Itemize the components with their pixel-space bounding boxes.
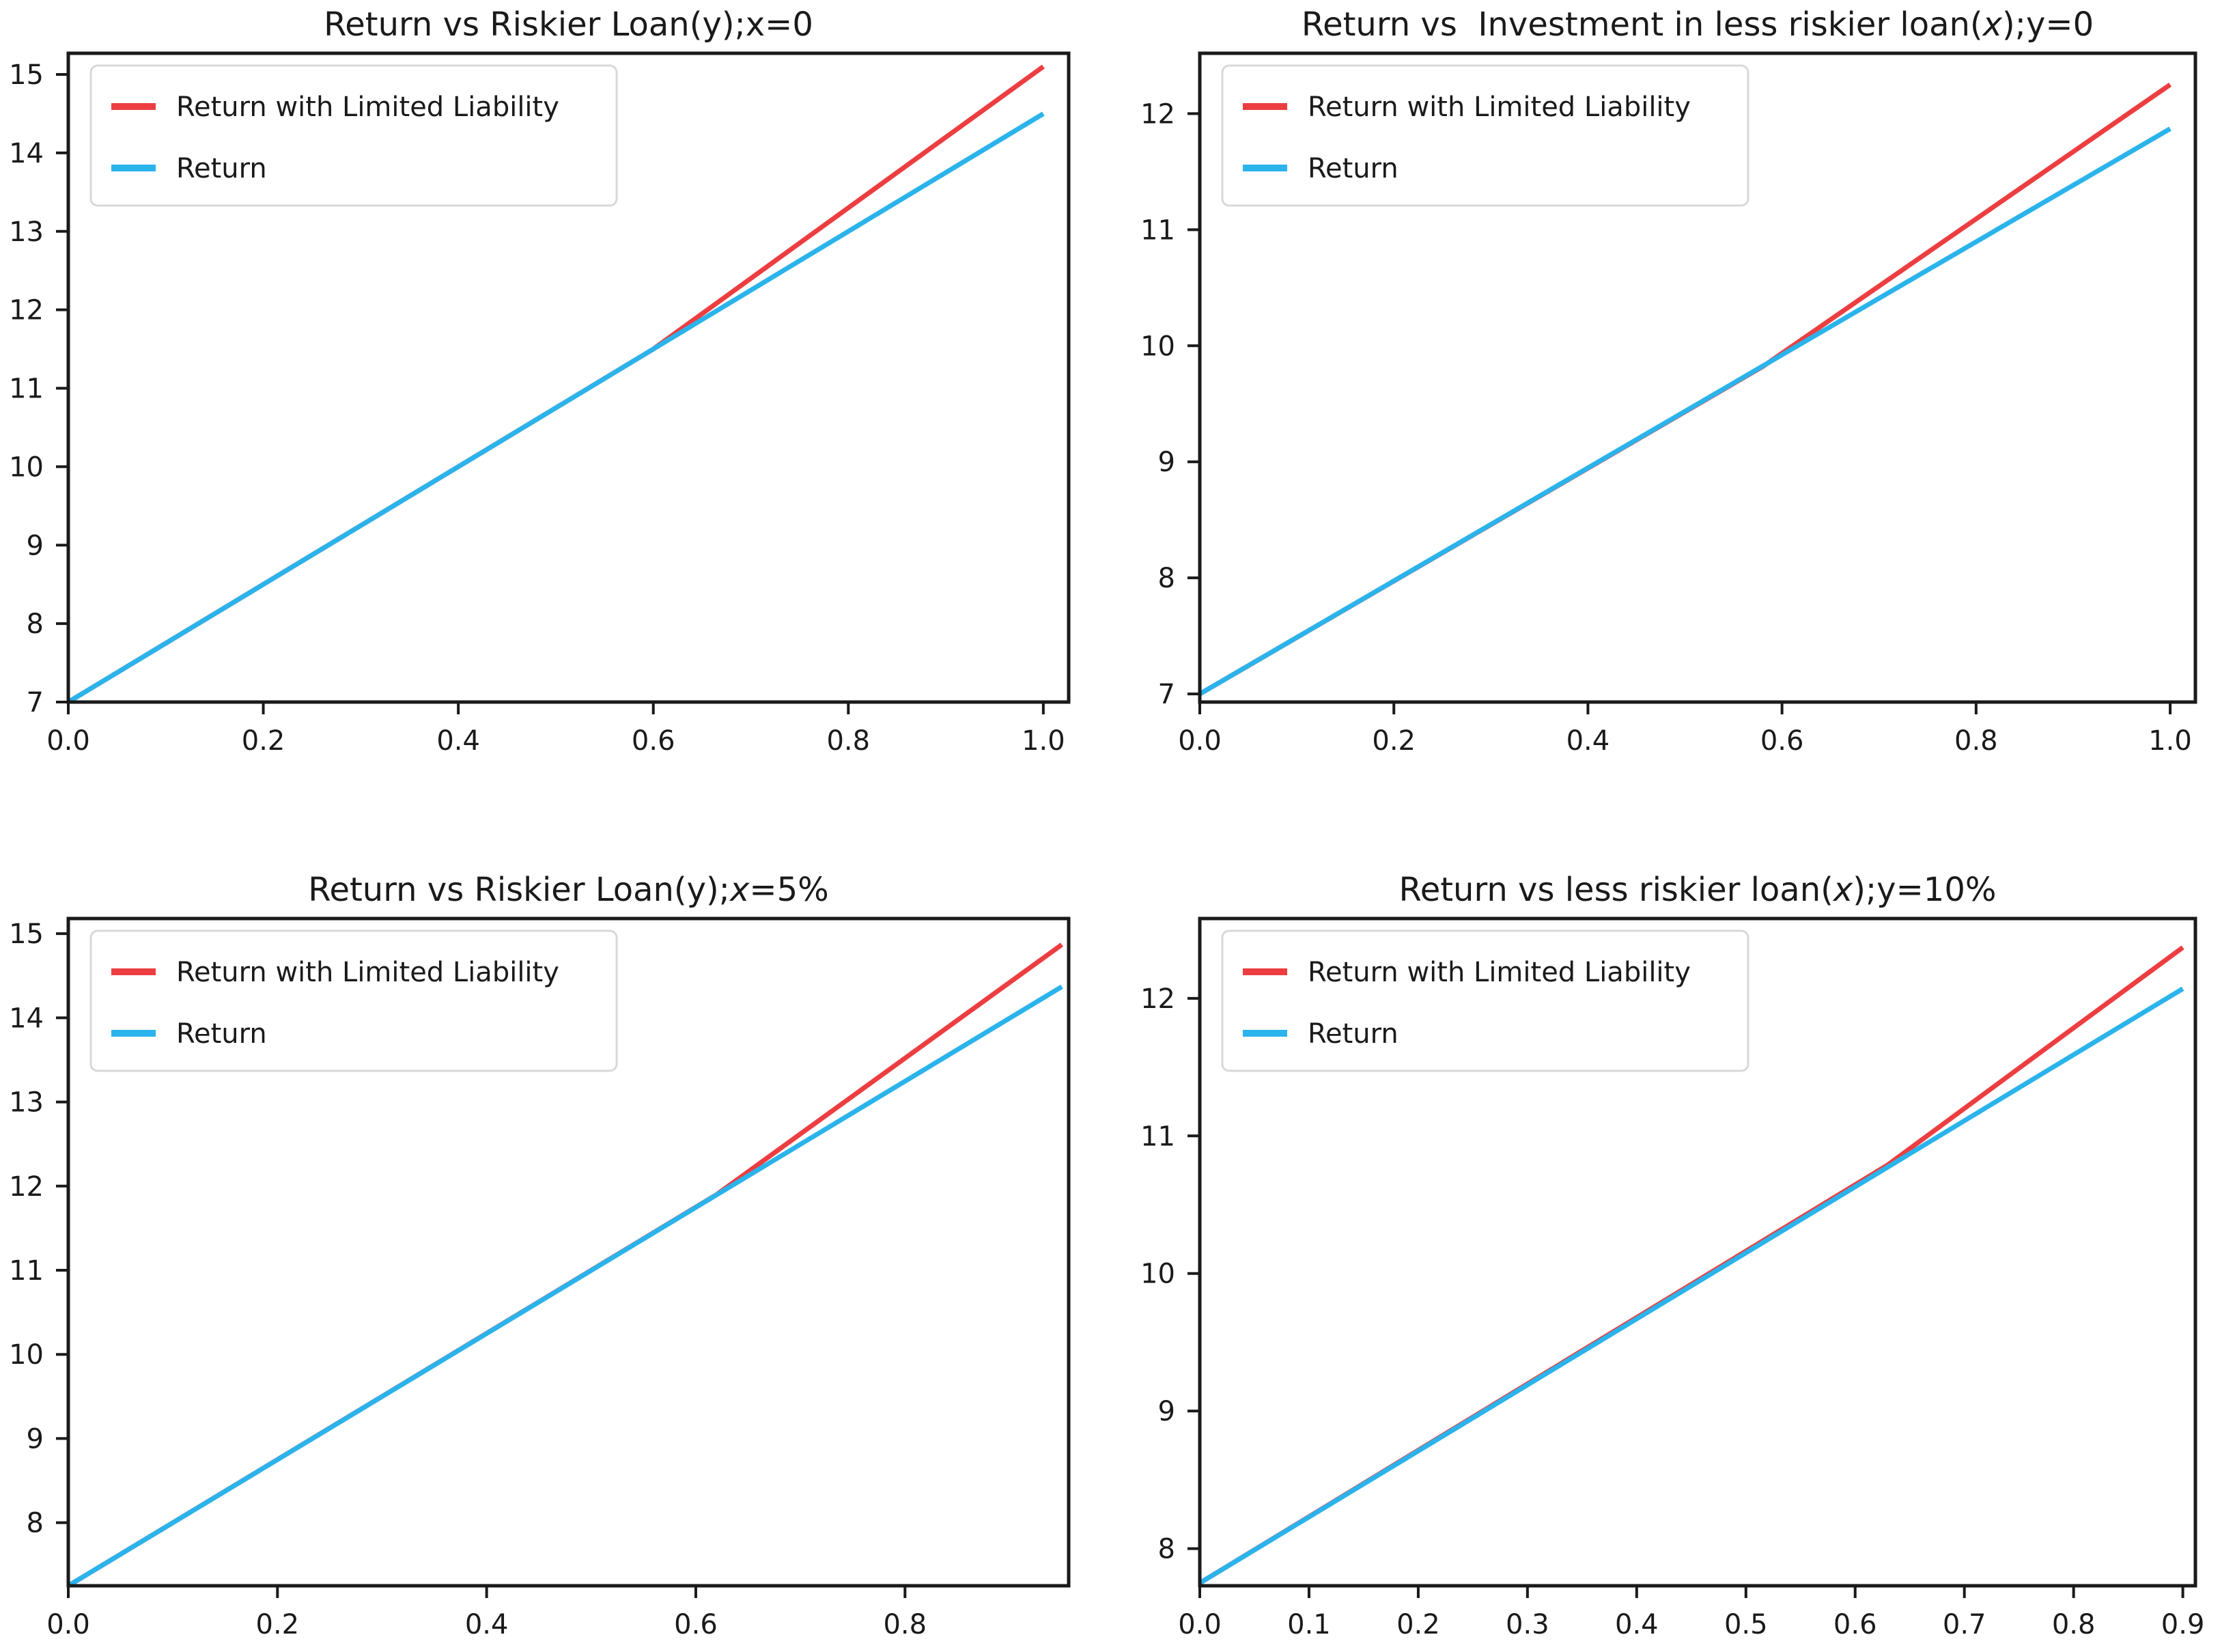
x-tick-label: 0.4 — [436, 725, 480, 757]
series-line-plain — [67, 111, 1045, 704]
x-tick-label: 0.0 — [1178, 725, 1222, 757]
x-tick-label: 0.4 — [1566, 725, 1610, 757]
y-tick-label: 13 — [9, 1087, 44, 1119]
x-tick-label: 0.8 — [883, 1609, 927, 1640]
x-axis-ticks: 0.0 0.2 0.4 0.6 0.8 — [46, 1586, 927, 1640]
x-tick-label: 0.0 — [46, 1609, 90, 1640]
chart-title: Return vs less riskier loan(x);y=10% — [1399, 871, 1997, 909]
series-line-plain — [1198, 126, 2171, 697]
x-tick-label: 1.0 — [2148, 725, 2192, 757]
x-tick-label: 0.0 — [46, 725, 90, 757]
x-tick-label: 1.0 — [1022, 725, 1065, 757]
y-tick-label: 14 — [9, 138, 44, 169]
legend-label-limited-liability: Return with Limited Liability — [176, 957, 559, 988]
x-tick-label: 0.0 — [1178, 1609, 1222, 1640]
x-tick-label: 0.4 — [1615, 1609, 1659, 1640]
legend-label-limited-liability: Return with Limited Liability — [1308, 92, 1691, 123]
y-axis-ticks: 8 9 10 11 12 — [1140, 983, 1200, 1565]
return-vs-less-risky-investment-y0-subplot: Return vs Investment in less riskier loa… — [1140, 5, 2197, 757]
y-tick-label: 10 — [9, 1339, 44, 1371]
y-axis-ticks: 7 8 9 10 11 12 13 14 15 — [9, 59, 68, 718]
legend-label-return: Return — [1308, 153, 1398, 184]
chart-title: Return vs Riskier Loan(y);x=5% — [308, 871, 828, 909]
x-tick-label: 0.3 — [1506, 1609, 1549, 1640]
y-tick-label: 7 — [27, 687, 44, 718]
y-tick-label: 14 — [9, 1003, 44, 1034]
y-tick-label: 15 — [9, 919, 44, 950]
y-axis-ticks: 7 8 9 10 11 12 — [1140, 98, 1200, 710]
legend-box — [1221, 929, 1749, 1072]
x-tick-label: 0.8 — [826, 725, 870, 757]
legend: Return with Limited Liability Return — [89, 64, 618, 207]
x-tick-label: 0.6 — [674, 1609, 718, 1640]
series-line-plain — [1198, 986, 2184, 1585]
return-vs-less-riskier-loan-y10pct-subplot: Return vs less riskier loan(x);y=10%0.0 0… — [1140, 871, 2204, 1640]
y-tick-label: 10 — [9, 451, 44, 483]
x-tick-label: 0.6 — [1760, 725, 1804, 757]
x-tick-label: 0.8 — [2052, 1609, 2096, 1640]
y-tick-label: 9 — [27, 530, 44, 561]
y-tick-label: 11 — [1140, 1121, 1175, 1152]
x-tick-label: 0.6 — [1833, 1609, 1877, 1640]
y-tick-label: 8 — [27, 1508, 44, 1539]
y-tick-label: 10 — [1140, 331, 1175, 362]
x-axis-ticks: 0.0 0.1 0.2 0.3 0.4 0.5 0.6 0.7 0.8 0.9 — [1178, 1586, 2204, 1640]
x-tick-label: 0.9 — [2161, 1609, 2205, 1640]
x-tick-label: 0.2 — [256, 1609, 300, 1640]
legend-label-limited-liability: Return with Limited Liability — [176, 92, 559, 123]
legend: Return with Limited Liability Return — [89, 929, 618, 1072]
axes-frame — [1198, 51, 2197, 704]
x-axis-ticks: 0.0 0.2 0.4 0.6 0.8 1.0 — [1178, 702, 2192, 757]
y-tick-label: 12 — [1140, 983, 1175, 1015]
y-tick-label: 9 — [27, 1423, 44, 1455]
return-vs-riskier-loan-x0-subplot: Return vs Riskier Loan(y);x=00.0 0.2 0.4 0.… — [9, 5, 1071, 757]
y-tick-label: 15 — [9, 59, 44, 91]
x-tick-label: 0.7 — [1943, 1609, 1986, 1640]
y-tick-label: 7 — [1158, 679, 1175, 710]
axes-frame — [1198, 916, 2197, 1588]
y-tick-label: 11 — [9, 374, 44, 405]
x-tick-label: 0.2 — [242, 725, 285, 757]
legend-box — [1221, 64, 1749, 207]
legend-label-return: Return — [176, 1018, 267, 1050]
legend-label-limited-liability: Return with Limited Liability — [1308, 957, 1691, 988]
x-tick-label: 0.5 — [1724, 1609, 1768, 1640]
y-tick-label: 12 — [9, 295, 44, 326]
y-tick-label: 8 — [1158, 563, 1175, 594]
x-axis-ticks: 0.0 0.2 0.4 0.6 0.8 1.0 — [46, 702, 1065, 757]
axes-frame — [66, 51, 1071, 704]
y-tick-label: 11 — [1140, 214, 1175, 246]
return-vs-riskier-loan-x5pct-subplot: Return vs Riskier Loan(y);x=5%0.0 0.2 0.4 0… — [9, 871, 1071, 1640]
y-tick-label: 11 — [9, 1255, 44, 1287]
y-tick-label: 9 — [1158, 447, 1175, 478]
legend-label-return: Return — [176, 153, 267, 184]
legend-box — [89, 64, 618, 207]
x-tick-label: 0.6 — [632, 725, 675, 757]
x-tick-label: 0.4 — [465, 1609, 509, 1640]
x-tick-label: 0.2 — [1372, 725, 1416, 757]
legend: Return with Limited Liability Return — [1221, 929, 1749, 1072]
chart-title: Return vs Investment in less riskier loa… — [1302, 5, 2094, 44]
legend-box — [89, 929, 618, 1072]
y-tick-label: 12 — [9, 1171, 44, 1203]
y-tick-label: 9 — [1158, 1396, 1175, 1427]
y-axis-ticks: 8 9 10 11 12 13 14 15 — [9, 919, 68, 1539]
x-tick-label: 0.2 — [1396, 1609, 1440, 1640]
x-tick-label: 0.8 — [1954, 725, 1998, 757]
chart-title: Return vs Riskier Loan(y);x=0 — [324, 5, 813, 44]
x-tick-label: 0.1 — [1287, 1609, 1331, 1640]
series-line-plain — [67, 984, 1063, 1588]
axes-frame — [66, 916, 1071, 1588]
legend: Return with Limited Liability Return — [1221, 64, 1749, 207]
y-tick-label: 12 — [1140, 98, 1175, 130]
y-tick-label: 8 — [27, 608, 44, 640]
y-tick-label: 8 — [1158, 1534, 1175, 1565]
y-tick-label: 10 — [1140, 1259, 1175, 1290]
y-tick-label: 13 — [9, 216, 44, 248]
legend-label-return: Return — [1308, 1018, 1398, 1050]
